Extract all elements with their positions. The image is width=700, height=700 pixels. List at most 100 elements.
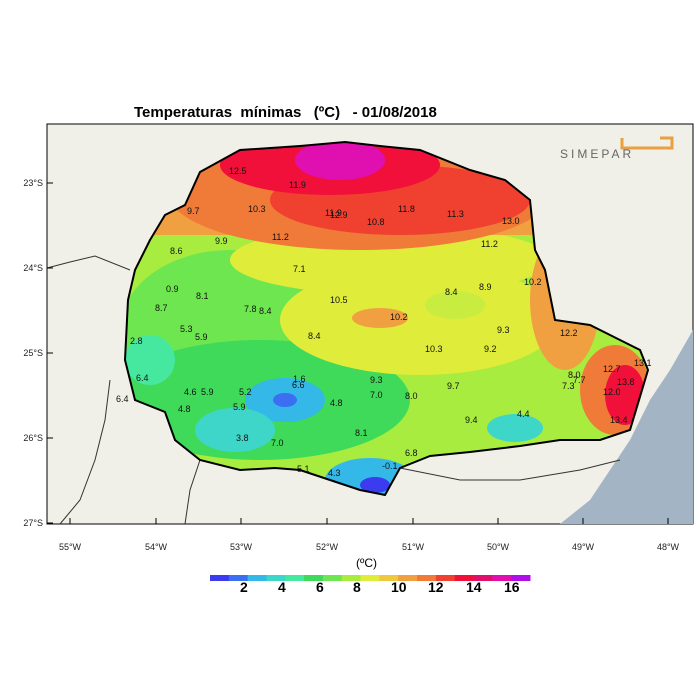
station-value: 8.6: [170, 246, 183, 256]
colorbar-segment: [398, 575, 418, 581]
station-value: 8.4: [308, 331, 321, 341]
station-value: 5.9: [233, 402, 246, 412]
y-tick-label: 25°S: [23, 348, 43, 358]
station-value: 4.8: [330, 398, 343, 408]
simepar-logo: SIMEPAR: [560, 136, 674, 161]
station-value: 8.4: [259, 306, 272, 316]
station-value: 10.2: [524, 277, 542, 287]
y-tick-label: 26°S: [23, 433, 43, 443]
colorbar-segment: [210, 575, 230, 581]
colorbar-label: 8: [353, 579, 361, 595]
colorbar-segment: [379, 575, 399, 581]
station-value: 7.0: [271, 438, 284, 448]
station-value: 9.7: [447, 381, 460, 391]
station-value: 9.9: [215, 236, 228, 246]
station-value: 8.4: [445, 287, 458, 297]
station-value: 4.4: [517, 409, 530, 419]
station-value: 11.2: [481, 239, 498, 249]
station-value: 5.3: [180, 324, 193, 334]
station-value: 12.0: [603, 387, 621, 397]
station-value: 10.3: [425, 344, 443, 354]
station-value: 13.4: [610, 415, 628, 425]
station-value: 5.9: [201, 387, 214, 397]
station-labels: 12.511.910.39.7 11.912.910.811.8 11.313.01…: [116, 166, 652, 478]
x-tick-label: 49°W: [572, 542, 595, 552]
station-value: 4.6: [184, 387, 197, 397]
station-value: 7.8: [244, 304, 257, 314]
x-tick-label: 53°W: [230, 542, 253, 552]
station-value: 2.8: [130, 336, 143, 346]
colorbar-segment: [492, 575, 512, 581]
station-value: 11.3: [447, 209, 464, 219]
colorbar-segment: [304, 575, 324, 581]
colorbar-label: 6: [316, 579, 324, 595]
x-tick-label: 48°W: [657, 542, 680, 552]
colorbar-label: 2: [240, 579, 248, 595]
station-value: 9.4: [465, 415, 478, 425]
station-value: 10.5: [330, 295, 348, 305]
station-value: 1.6: [293, 374, 306, 384]
station-value: 4.8: [178, 404, 191, 414]
colorbar-segment: [266, 575, 286, 581]
station-value: 10.8: [367, 217, 385, 227]
station-value: 11.9: [289, 180, 306, 190]
colorbar-segment: [247, 575, 267, 581]
station-value: 7.7: [573, 375, 586, 385]
station-value: 6.8: [405, 448, 418, 458]
colorbar-segment: [360, 575, 380, 581]
station-value: 5.1: [297, 464, 310, 474]
station-value: 13.0: [502, 216, 520, 226]
colorbar-unit: (ºC): [356, 556, 378, 570]
colorbar-segment: [511, 575, 531, 581]
y-tick-label: 27°S: [23, 518, 43, 528]
y-tick-label: 23°S: [23, 178, 43, 188]
station-value: 11.8: [398, 204, 415, 214]
colorbar-segment: [322, 575, 343, 581]
station-value: 9.2: [484, 344, 497, 354]
border-argentina: [59, 379, 111, 525]
station-value: 11.9: [325, 208, 342, 218]
station-value: 9.7: [187, 206, 200, 216]
x-tick-label: 50°W: [487, 542, 510, 552]
station-value: 12.2: [560, 328, 578, 338]
colorbar-label: 16: [504, 579, 520, 595]
colorbar-label: 4: [278, 579, 286, 595]
station-value: 8.7: [155, 303, 168, 313]
station-value: 12.7: [603, 364, 621, 374]
station-value: 5.2: [239, 387, 252, 397]
station-value: 10.2: [390, 312, 408, 322]
colorbar: [210, 575, 531, 581]
station-value: 9.3: [370, 375, 383, 385]
station-value: 9.3: [497, 325, 510, 335]
station-value: 10.3: [248, 204, 266, 214]
station-value: 13.8: [617, 377, 635, 387]
station-value: 8.0: [568, 370, 581, 380]
colorbar-label: 10: [391, 579, 407, 595]
station-value: 7.3: [562, 381, 575, 391]
y-axis: 23°S 24°S 25°S 26°S 27°S: [23, 178, 53, 528]
station-value: 8.9: [479, 282, 492, 292]
state-outline: [123, 140, 650, 497]
station-value: 0.9: [166, 284, 179, 294]
colorbar-segment: [435, 575, 456, 581]
colorbar-segment: [417, 575, 437, 581]
station-value: 7.0: [370, 390, 383, 400]
colorbar-segment: [454, 575, 475, 581]
ocean: [560, 330, 693, 524]
logo-text: SIMEPAR: [560, 147, 634, 161]
station-value: 6.4: [136, 373, 149, 383]
station-value: 8.1: [196, 291, 209, 301]
border-paraguay: [46, 255, 131, 271]
y-tick-label: 24°S: [23, 263, 43, 273]
station-value: 11.2: [272, 232, 289, 242]
station-value: 6.4: [116, 394, 129, 404]
x-tick-label: 52°W: [316, 542, 339, 552]
map-title: Temperaturas mínimas (ºC) - 01/08/2018: [134, 104, 437, 121]
station-value: 3.8: [236, 433, 249, 443]
station-value: -0.1: [382, 461, 398, 471]
border-santa-catarina: [184, 459, 201, 525]
x-tick-label: 51°W: [402, 542, 425, 552]
colorbar-label: 12: [428, 579, 444, 595]
x-tick-label: 55°W: [59, 542, 82, 552]
